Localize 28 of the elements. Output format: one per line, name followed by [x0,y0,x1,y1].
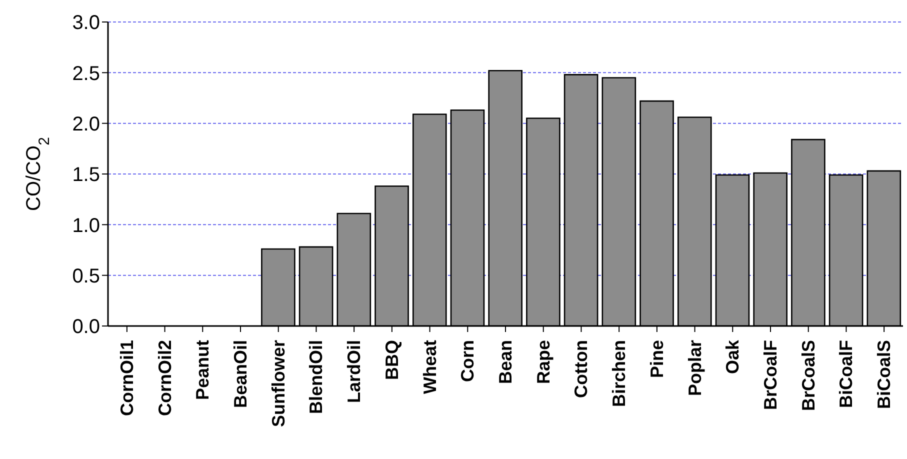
y-tick-label: 2.0 [72,113,100,136]
y-tick-label: 0.5 [72,265,100,288]
x-tick-label: Pine [646,340,667,378]
x-tick-label: BrCoalS [798,340,818,412]
x-tick-label: BeanOil [230,340,250,408]
x-tick-label: Cotton [571,340,592,398]
x-tick-label: Rape [533,340,554,384]
x-tick-label: BiCoalS [874,340,894,410]
x-tick-label: BlendOil [306,340,326,414]
x-tick-label: BrCoalF [760,340,780,410]
y-tick-label: 2.5 [72,62,100,85]
x-tick-label: Oak [722,339,743,374]
x-tick-label: Poplar [684,340,705,396]
y-tick-label: 1.5 [72,164,100,186]
x-tick-label: CornOil1 [116,340,137,416]
x-tick-label: Bean [496,340,516,384]
x-tick-label: BBQ [382,340,402,380]
y-tick-label: 1.0 [72,214,100,237]
y-tick-label: 0.0 [72,316,100,338]
x-tick-label: Wheat [420,340,440,394]
x-tick-label: BiCoalF [836,340,856,408]
x-tick-label: Peanut [192,340,213,400]
x-tick-label: Birchen [609,340,630,408]
y-tick-label: 3.0 [72,12,100,34]
x-tick-label: Corn [458,340,478,382]
x-tick-label: LardOil [344,340,364,404]
x-tick-label: Sunflower [268,340,288,428]
x-tick-label: CornOil2 [154,340,175,416]
